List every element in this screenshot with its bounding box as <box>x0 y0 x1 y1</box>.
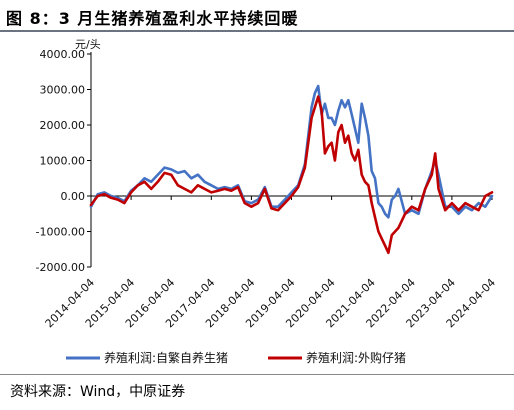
line-chart: -2000.00 -1000.00 0.00 1000.00 2000.00 3000.0… <box>36 38 499 365</box>
y-tick-label: 0.00 <box>61 190 86 203</box>
chart-legend: 养殖利润:自繁自养生猪 养殖利润:外购仔猪 <box>66 350 406 365</box>
y-tick-label: 3000.00 <box>40 84 86 97</box>
footer-divider <box>0 374 514 375</box>
y-unit-label: 元/头 <box>75 38 101 51</box>
chart-series-layer <box>89 84 494 255</box>
y-tick-label: -2000.00 <box>36 261 85 274</box>
legend-label-1: 养殖利润:自繁自养生猪 <box>104 350 228 365</box>
y-tick-label: 2000.00 <box>40 119 86 132</box>
y-tick-label: 4000.00 <box>40 48 86 61</box>
figure-title: 图 8：3 月生猪养殖盈利水平持续回暖 <box>6 9 299 28</box>
y-tick-label: -1000.00 <box>36 226 85 239</box>
series-line-1 <box>89 84 494 219</box>
y-tick-label: 1000.00 <box>40 155 86 168</box>
legend-label-2: 养殖利润:外购仔猪 <box>306 350 406 365</box>
figure-header: 图 8：3 月生猪养殖盈利水平持续回暖 <box>0 0 514 32</box>
series-line-2 <box>89 95 494 255</box>
source-note: 资料来源：Wind，中原证券 <box>10 384 186 400</box>
